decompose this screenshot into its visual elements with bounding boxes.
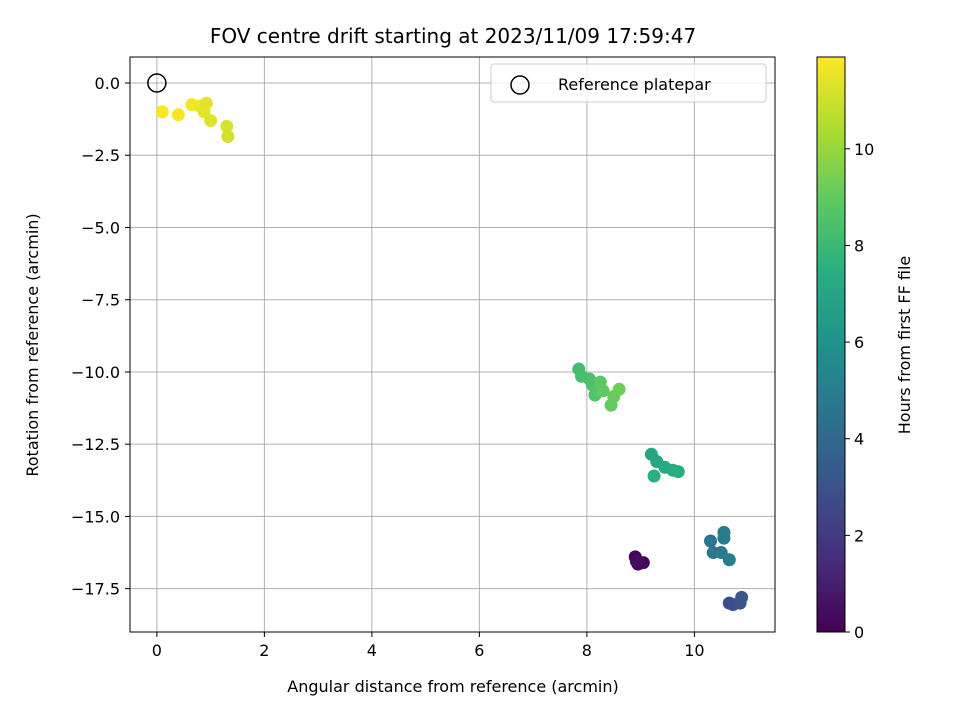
data-point-8: [704, 534, 717, 548]
y-tick-label-2: −5.0: [81, 218, 120, 237]
y-axis-label: Rotation from reference (arcmin): [23, 213, 42, 476]
x-tick-label-5: 10: [684, 641, 704, 660]
legend-box: [490, 63, 767, 103]
y-tick-label-5: −12.5: [71, 435, 120, 454]
data-point-36: [199, 96, 213, 110]
x-tick-label-0: 0: [152, 641, 162, 660]
colorbar-ticks: 0 2 4 6 8 10: [845, 140, 874, 642]
x-tick-label-3: 6: [474, 641, 484, 660]
colorbar-tick-label-4: 8: [854, 236, 864, 255]
legend: Reference platepar: [490, 63, 767, 103]
data-point-27: [596, 384, 610, 398]
colorbar-tick-label-5: 10: [854, 140, 874, 159]
x-axis-ticks: 0 2 4 6 8 10: [152, 632, 705, 660]
data-point-37: [204, 114, 218, 128]
reference-platepar-marker: [147, 73, 167, 93]
x-axis-label: Angular distance from reference (arcmin): [287, 677, 618, 696]
data-point-38: [220, 119, 234, 133]
data-point-7: [735, 590, 749, 604]
grid-lines: [130, 57, 775, 632]
colorbar-tick-label-0: 0: [854, 623, 864, 642]
y-tick-label-3: −7.5: [81, 291, 120, 310]
data-point-32: [171, 108, 185, 122]
data-point-13: [722, 553, 736, 567]
y-tick-label-7: −17.5: [71, 580, 120, 599]
x-tick-label-4: 8: [582, 641, 592, 660]
data-point-3: [629, 554, 643, 568]
data-point-18: [671, 465, 685, 479]
y-tick-label-4: −10.0: [71, 363, 120, 382]
colorbar-tick-label-3: 6: [854, 333, 864, 352]
x-tick-label-1: 2: [259, 641, 269, 660]
data-point-30: [612, 382, 626, 396]
y-axis-ticks: 0.0 −2.5 −5.0 −7.5 −10.0 −12.5 −15.0 −17.5: [71, 74, 130, 599]
y-tick-label-1: −2.5: [81, 146, 120, 165]
colorbar-tick-label-1: 2: [854, 526, 864, 545]
plot-frame: [129, 56, 776, 633]
y-tick-label-0: 0.0: [95, 74, 120, 93]
colorbar-tick-label-2: 4: [854, 430, 864, 449]
legend-reference-marker: [510, 75, 530, 95]
chart-title: FOV centre drift starting at 2023/11/09 …: [210, 24, 696, 48]
legend-entry-reference-platepar: Reference platepar: [558, 75, 711, 94]
colorbar-label: Hours from first FF file: [895, 256, 914, 435]
scatter-points: [155, 96, 749, 612]
data-point-12: [717, 531, 731, 545]
data-point-19: [647, 469, 661, 483]
x-tick-label-2: 4: [367, 641, 377, 660]
data-point-39: [221, 129, 235, 143]
y-tick-label-6: −15.0: [71, 507, 120, 526]
colorbar: [816, 56, 846, 633]
data-point-31: [155, 105, 169, 119]
